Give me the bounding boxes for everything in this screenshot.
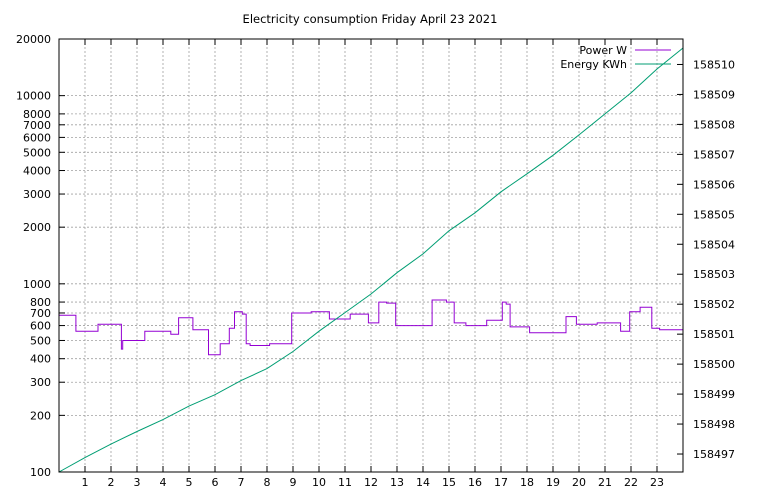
- y-left-tick-label: 4000: [23, 165, 51, 178]
- x-tick-label: 11: [338, 476, 352, 489]
- chart-title: Electricity consumption Friday April 23 …: [243, 12, 498, 26]
- x-tick-label: 17: [494, 476, 508, 489]
- y-left-tick-label: 700: [30, 307, 51, 320]
- y-left-tick-label: 10000: [16, 90, 51, 103]
- plot-area: [58, 47, 684, 473]
- y-right-tick-label: 158509: [693, 88, 735, 101]
- grid: [59, 38, 683, 473]
- y-right-tick-label: 158505: [693, 208, 735, 221]
- y-left-tick-label: 800: [30, 296, 51, 309]
- x-tick-label: 20: [572, 476, 586, 489]
- x-tick-label: 6: [212, 476, 219, 489]
- x-tick-label: 13: [390, 476, 404, 489]
- x-tick-label: 12: [364, 476, 378, 489]
- y-left-tick-label: 3000: [23, 188, 51, 201]
- x-tick-label: 14: [416, 476, 430, 489]
- y-right-tick-label: 158498: [693, 418, 735, 431]
- y-right-tick-label: 158504: [693, 238, 735, 251]
- y-left-tick-label: 6000: [23, 131, 51, 144]
- x-tick-label: 7: [238, 476, 245, 489]
- y-left-tick-label: 2000: [23, 221, 51, 234]
- y-right-tick-label: 158506: [693, 178, 735, 191]
- axes: 1 2 3 4 5 6 7 8 9 10 11 12 13 14 15 16 17 18 19 20 21 22 23100…: [16, 33, 735, 489]
- plot-border: [58, 38, 684, 473]
- y-left-tick-label: 8000: [23, 108, 51, 121]
- y-left-tick-label: 1000: [23, 278, 51, 291]
- x-tick-label: 18: [520, 476, 534, 489]
- x-tick-label: 15: [442, 476, 456, 489]
- x-tick-label: 19: [546, 476, 560, 489]
- power-w-line: [59, 299, 684, 356]
- y-right-tick-label: 158510: [693, 58, 735, 71]
- y-right-tick-label: 158502: [693, 298, 735, 311]
- y-left-tick-label: 7000: [23, 119, 51, 132]
- legend-label-energy-kwh: Energy KWh: [560, 58, 627, 71]
- x-tick-label: 3: [134, 476, 141, 489]
- y-left-tick-label: 300: [30, 376, 51, 389]
- y-left-tick-label: 400: [30, 353, 51, 366]
- x-tick-label: 22: [624, 476, 638, 489]
- y-left-tick-label: 5000: [23, 146, 51, 159]
- energy-kwh-line: [58, 47, 684, 473]
- y-left-tick-label: 600: [30, 320, 51, 333]
- x-tick-label: 1: [82, 476, 89, 489]
- x-tick-label: 2: [108, 476, 115, 489]
- x-tick-label: 21: [598, 476, 612, 489]
- x-tick-label: 16: [468, 476, 482, 489]
- y-right-tick-label: 158499: [693, 388, 735, 401]
- y-left-tick-label: 20000: [16, 33, 51, 46]
- y-right-tick-label: 158508: [693, 118, 735, 131]
- y-left-tick-label: 200: [30, 409, 51, 422]
- x-tick-label: 10: [312, 476, 326, 489]
- y-right-tick-label: 158507: [693, 148, 735, 161]
- x-tick-label: 4: [160, 476, 167, 489]
- y-left-tick-label: 100: [30, 466, 51, 479]
- x-tick-label: 23: [650, 476, 664, 489]
- y-right-tick-label: 158501: [693, 328, 735, 341]
- y-right-tick-label: 158500: [693, 358, 735, 371]
- x-tick-label: 5: [186, 476, 193, 489]
- y-right-tick-label: 158497: [693, 448, 735, 461]
- y-right-tick-label: 158503: [693, 268, 735, 281]
- legend-label-power-w: Power W: [579, 44, 627, 57]
- x-tick-label: 8: [264, 476, 271, 489]
- y-left-tick-label: 500: [30, 334, 51, 347]
- x-tick-label: 9: [290, 476, 297, 489]
